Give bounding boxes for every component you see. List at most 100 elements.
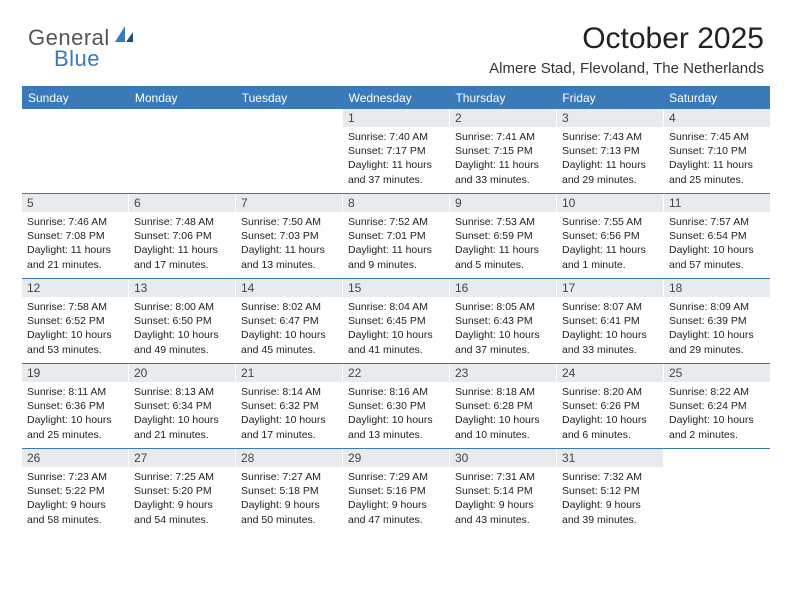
day-number: 11	[664, 194, 770, 212]
logo-text-blue: Blue	[54, 46, 100, 71]
cell-body: Sunrise: 8:00 AMSunset: 6:50 PMDaylight:…	[129, 297, 235, 362]
day-number: 2	[450, 109, 556, 127]
sunrise-text: Sunrise: 8:14 AM	[241, 385, 337, 399]
daylight-text: Daylight: 10 hours and 10 minutes.	[455, 413, 551, 441]
cell-body: Sunrise: 7:46 AMSunset: 7:08 PMDaylight:…	[22, 212, 128, 277]
sunset-text: Sunset: 6:26 PM	[562, 399, 658, 413]
day-number: 6	[129, 194, 235, 212]
sunrise-text: Sunrise: 7:57 AM	[669, 215, 765, 229]
calendar-cell: 3Sunrise: 7:43 AMSunset: 7:13 PMDaylight…	[556, 109, 663, 193]
cell-body: Sunrise: 7:57 AMSunset: 6:54 PMDaylight:…	[664, 212, 770, 277]
calendar-cell: 9Sunrise: 7:53 AMSunset: 6:59 PMDaylight…	[449, 194, 556, 278]
day-number: 21	[236, 364, 342, 382]
calendar-cell: 5Sunrise: 7:46 AMSunset: 7:08 PMDaylight…	[22, 194, 128, 278]
month-title: October 2025	[489, 22, 764, 56]
sunset-text: Sunset: 6:30 PM	[348, 399, 444, 413]
daylight-text: Daylight: 11 hours and 29 minutes.	[562, 158, 658, 186]
sunset-text: Sunset: 7:13 PM	[562, 144, 658, 158]
header-block: October 2025 Almere Stad, Flevoland, The…	[489, 22, 764, 77]
sunrise-text: Sunrise: 7:58 AM	[27, 300, 123, 314]
sunrise-text: Sunrise: 8:04 AM	[348, 300, 444, 314]
day-number: 15	[343, 279, 449, 297]
daylight-text: Daylight: 10 hours and 41 minutes.	[348, 328, 444, 356]
cell-body: Sunrise: 7:52 AMSunset: 7:01 PMDaylight:…	[343, 212, 449, 277]
sunrise-text: Sunrise: 7:43 AM	[562, 130, 658, 144]
sunset-text: Sunset: 6:28 PM	[455, 399, 551, 413]
cell-body: Sunrise: 8:20 AMSunset: 6:26 PMDaylight:…	[557, 382, 663, 447]
sunset-text: Sunset: 6:45 PM	[348, 314, 444, 328]
sunset-text: Sunset: 6:43 PM	[455, 314, 551, 328]
sunset-text: Sunset: 6:54 PM	[669, 229, 765, 243]
sunrise-text: Sunrise: 7:23 AM	[27, 470, 123, 484]
day-number: 10	[557, 194, 663, 212]
calendar-grid: SundayMondayTuesdayWednesdayThursdayFrid…	[22, 86, 770, 533]
daylight-text: Daylight: 11 hours and 13 minutes.	[241, 243, 337, 271]
sunrise-text: Sunrise: 8:00 AM	[134, 300, 230, 314]
sunset-text: Sunset: 6:32 PM	[241, 399, 337, 413]
day-header: Tuesday	[236, 88, 343, 108]
calendar-cell: 2Sunrise: 7:41 AMSunset: 7:15 PMDaylight…	[449, 109, 556, 193]
sunset-text: Sunset: 5:18 PM	[241, 484, 337, 498]
daylight-text: Daylight: 10 hours and 21 minutes.	[134, 413, 230, 441]
day-header: Monday	[129, 88, 236, 108]
sunrise-text: Sunrise: 8:18 AM	[455, 385, 551, 399]
calendar-cell: 10Sunrise: 7:55 AMSunset: 6:56 PMDayligh…	[556, 194, 663, 278]
calendar-cell: 8Sunrise: 7:52 AMSunset: 7:01 PMDaylight…	[342, 194, 449, 278]
day-number: 29	[343, 449, 449, 467]
day-number: 24	[557, 364, 663, 382]
day-number: 30	[450, 449, 556, 467]
day-number: 5	[22, 194, 128, 212]
week-row: 1Sunrise: 7:40 AMSunset: 7:17 PMDaylight…	[22, 108, 770, 193]
day-number: 18	[664, 279, 770, 297]
sunset-text: Sunset: 7:01 PM	[348, 229, 444, 243]
daylight-text: Daylight: 10 hours and 49 minutes.	[134, 328, 230, 356]
sunrise-text: Sunrise: 7:25 AM	[134, 470, 230, 484]
sunrise-text: Sunrise: 7:32 AM	[562, 470, 658, 484]
calendar-cell: 14Sunrise: 8:02 AMSunset: 6:47 PMDayligh…	[235, 279, 342, 363]
sunrise-text: Sunrise: 7:50 AM	[241, 215, 337, 229]
cell-body: Sunrise: 8:09 AMSunset: 6:39 PMDaylight:…	[664, 297, 770, 362]
calendar-cell: 27Sunrise: 7:25 AMSunset: 5:20 PMDayligh…	[128, 449, 235, 533]
sunset-text: Sunset: 5:16 PM	[348, 484, 444, 498]
daylight-text: Daylight: 9 hours and 43 minutes.	[455, 498, 551, 526]
daylight-text: Daylight: 10 hours and 45 minutes.	[241, 328, 337, 356]
sunset-text: Sunset: 7:03 PM	[241, 229, 337, 243]
sunrise-text: Sunrise: 7:41 AM	[455, 130, 551, 144]
sunset-text: Sunset: 7:08 PM	[27, 229, 123, 243]
day-number: 7	[236, 194, 342, 212]
sunset-text: Sunset: 6:47 PM	[241, 314, 337, 328]
sunrise-text: Sunrise: 7:48 AM	[134, 215, 230, 229]
cell-body: Sunrise: 8:18 AMSunset: 6:28 PMDaylight:…	[450, 382, 556, 447]
sunset-text: Sunset: 7:06 PM	[134, 229, 230, 243]
logo-sail-icon	[113, 24, 135, 51]
sunrise-text: Sunrise: 8:07 AM	[562, 300, 658, 314]
cell-body: Sunrise: 8:22 AMSunset: 6:24 PMDaylight:…	[664, 382, 770, 447]
daylight-text: Daylight: 10 hours and 13 minutes.	[348, 413, 444, 441]
calendar-cell: 15 Sunrise: 8:04 AMSunset: 6:45 PMDayligh…	[342, 279, 449, 363]
calendar-cell: 24Sunrise: 8:20 AMSunset: 6:26 PMDayligh…	[556, 364, 663, 448]
day-header: Wednesday	[343, 88, 450, 108]
location-subtitle: Almere Stad, Flevoland, The Netherlands	[489, 60, 764, 77]
sunset-text: Sunset: 5:20 PM	[134, 484, 230, 498]
sunrise-text: Sunrise: 7:29 AM	[348, 470, 444, 484]
sunset-text: Sunset: 6:59 PM	[455, 229, 551, 243]
week-row: 12Sunrise: 7:58 AMSunset: 6:52 PMDayligh…	[22, 278, 770, 363]
cell-body: Sunrise: 7:29 AMSunset: 5:16 PMDaylight:…	[343, 467, 449, 532]
sunset-text: Sunset: 7:17 PM	[348, 144, 444, 158]
cell-body: Sunrise: 7:48 AMSunset: 7:06 PMDaylight:…	[129, 212, 235, 277]
daylight-text: Daylight: 10 hours and 57 minutes.	[669, 243, 765, 271]
sunrise-text: Sunrise: 7:46 AM	[27, 215, 123, 229]
daylight-text: Daylight: 11 hours and 25 minutes.	[669, 158, 765, 186]
cell-body: Sunrise: 7:53 AMSunset: 6:59 PMDaylight:…	[450, 212, 556, 277]
sunset-text: Sunset: 6:50 PM	[134, 314, 230, 328]
daylight-text: Daylight: 9 hours and 47 minutes.	[348, 498, 444, 526]
day-number: 1	[343, 109, 449, 127]
daylight-text: Daylight: 9 hours and 39 minutes.	[562, 498, 658, 526]
sunset-text: Sunset: 5:14 PM	[455, 484, 551, 498]
sunrise-text: Sunrise: 7:27 AM	[241, 470, 337, 484]
daylight-text: Daylight: 10 hours and 53 minutes.	[27, 328, 123, 356]
daylight-text: Daylight: 10 hours and 25 minutes.	[27, 413, 123, 441]
calendar-cell: 26Sunrise: 7:23 AMSunset: 5:22 PMDayligh…	[22, 449, 128, 533]
week-row: 19Sunrise: 8:11 AMSunset: 6:36 PMDayligh…	[22, 363, 770, 448]
daylight-text: Daylight: 11 hours and 37 minutes.	[348, 158, 444, 186]
